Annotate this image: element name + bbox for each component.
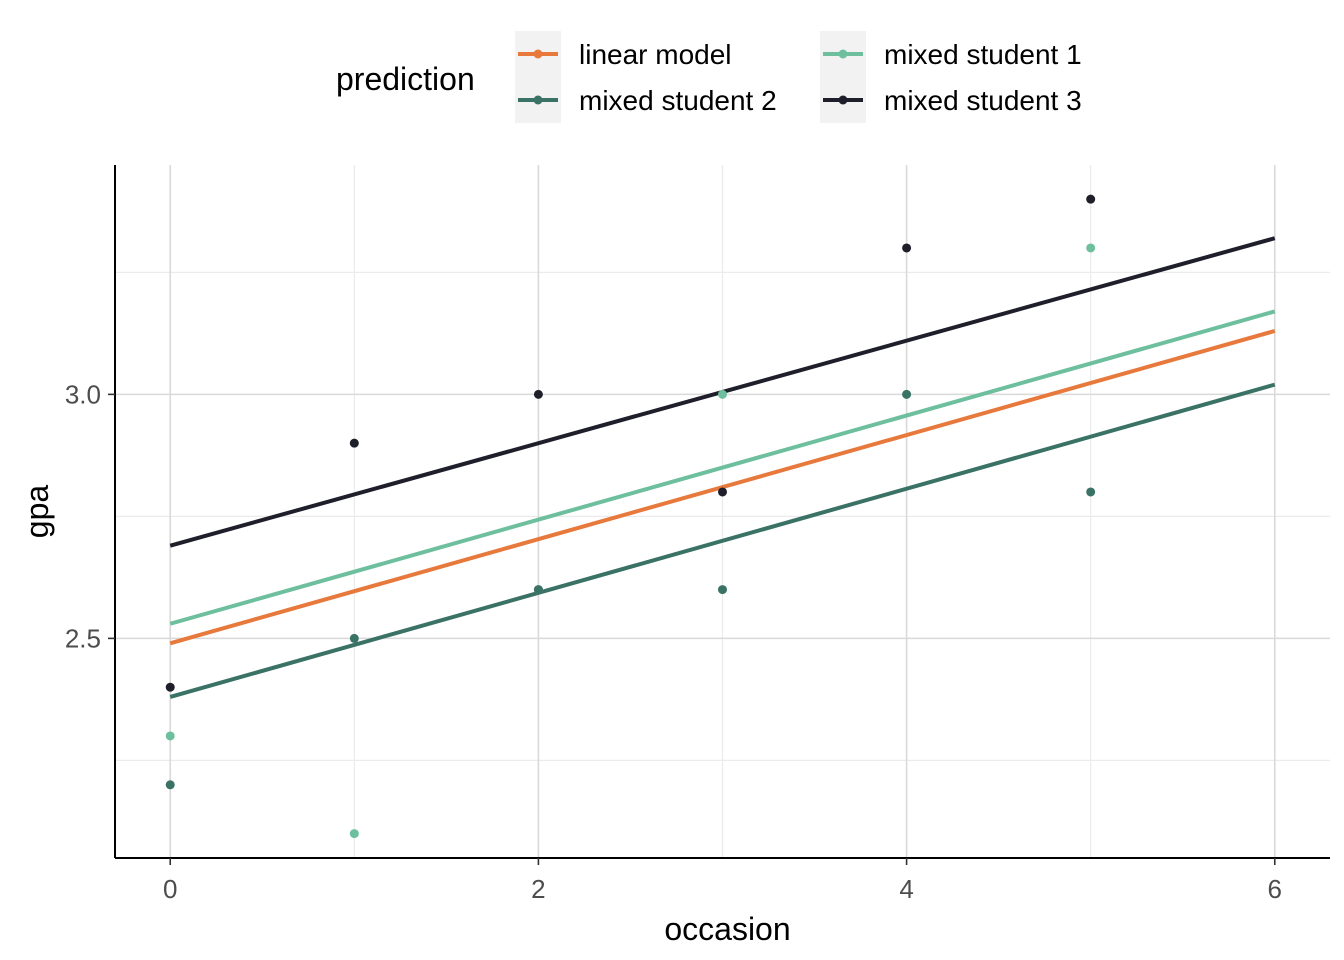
data-point-mixed-student-1 — [718, 389, 727, 399]
data-point-mixed-student-2 — [718, 585, 727, 595]
series-points — [165, 194, 1096, 839]
data-point-mixed-student-2 — [1086, 487, 1096, 497]
legend-title: prediction — [336, 61, 475, 97]
legend-label: mixed student 1 — [884, 39, 1082, 70]
x-axis-title: occasion — [664, 911, 790, 947]
y-tick-label: 2.5 — [65, 623, 101, 653]
x-tick-label: 0 — [163, 874, 177, 904]
x-tick-label: 6 — [1268, 874, 1282, 904]
x-tick-label: 4 — [899, 874, 913, 904]
data-point-mixed-student-3 — [165, 682, 175, 692]
axes — [114, 165, 1330, 859]
legend-label: linear model — [579, 39, 732, 70]
data-point-mixed-student-3 — [718, 487, 727, 497]
series-line-linear-model — [169, 329, 1276, 646]
data-point-mixed-student-2 — [165, 780, 175, 790]
data-point-mixed-student-2 — [349, 633, 359, 643]
grid-lines — [115, 165, 1330, 858]
legend-key-point — [533, 95, 543, 105]
legend-key-point — [838, 49, 848, 59]
legend-key-point — [838, 95, 848, 105]
x-tick-label: 2 — [531, 874, 545, 904]
data-point-mixed-student-2 — [902, 389, 912, 399]
legend-label: mixed student 3 — [884, 85, 1082, 116]
series-line-mixed-student-2 — [169, 382, 1276, 699]
legend-item: mixed student 3 — [820, 77, 1082, 123]
legend-item: mixed student 1 — [820, 31, 1082, 77]
series-line-mixed-student-1 — [169, 309, 1276, 626]
tick-labels: 0 2 4 6 2.5 3.0 — [65, 379, 1282, 904]
data-point-mixed-student-3 — [902, 243, 912, 253]
legend-key-point — [533, 49, 543, 59]
data-point-mixed-student-2 — [533, 585, 543, 595]
data-point-mixed-student-1 — [349, 829, 359, 839]
data-point-mixed-student-1 — [1086, 243, 1096, 253]
data-point-mixed-student-3 — [533, 389, 543, 399]
legend-label: mixed student 2 — [579, 85, 777, 116]
y-axis-title: gpa — [19, 485, 55, 539]
y-tick-label: 3.0 — [65, 379, 101, 409]
legend-item: mixed student 2 — [515, 77, 777, 123]
legend: prediction linear model mixed student 1 mix… — [336, 31, 1082, 123]
data-point-mixed-student-1 — [165, 731, 175, 741]
legend-item: linear model — [515, 31, 732, 77]
data-point-mixed-student-3 — [349, 438, 359, 448]
data-point-mixed-student-3 — [1086, 194, 1096, 204]
